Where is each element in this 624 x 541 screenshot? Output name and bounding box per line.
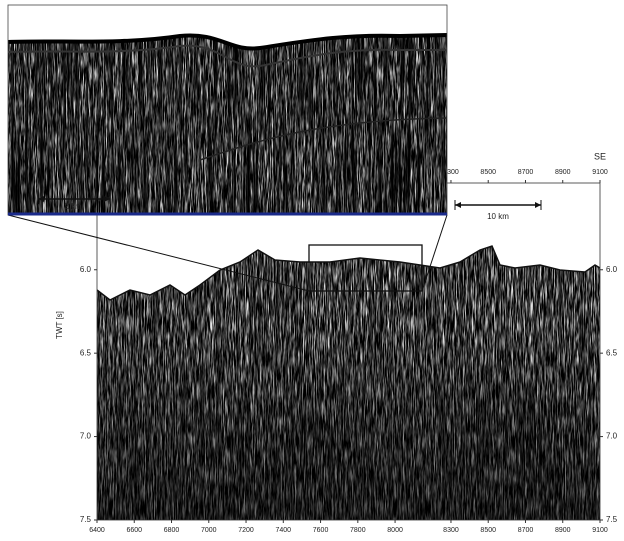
- x-tick-label: 8000: [387, 527, 403, 534]
- x-tick-label: 7200: [238, 527, 254, 534]
- y-axis-label: TWT [s]: [55, 311, 64, 339]
- x-tick-label: 8900: [555, 527, 571, 534]
- x-tick-label-top: 9100: [592, 169, 608, 176]
- seismic-section: [97, 183, 600, 520]
- x-tick-label: 8300: [443, 527, 459, 534]
- y-tick-label: 6.5: [80, 348, 92, 357]
- y-tick-label-right: 6.0: [606, 265, 618, 274]
- x-tick-label: 6800: [164, 527, 180, 534]
- x-tick-label: 8500: [480, 527, 496, 534]
- x-tick-label-top: 8500: [480, 169, 496, 176]
- y-tick-label-right: 7.5: [606, 515, 618, 524]
- y-tick-label: 6.0: [80, 265, 92, 274]
- x-tick-label: 7800: [350, 527, 366, 534]
- x-tick-label: 6600: [126, 527, 142, 534]
- x-tick-label-top: 8700: [518, 169, 534, 176]
- inset-scale-label: 2 km: [64, 202, 82, 211]
- x-tick-label-top: 8900: [555, 169, 571, 176]
- x-tick-label: 9100: [592, 527, 608, 534]
- x-tick-label: 7000: [201, 527, 217, 534]
- figure: 6400640066006600680068007000700072007200…: [0, 0, 624, 541]
- y-tick-label-right: 7.0: [606, 432, 618, 441]
- x-tick-label: 8700: [518, 527, 534, 534]
- y-tick-label: 7.0: [80, 432, 92, 441]
- y-tick-label-right: 6.5: [606, 348, 618, 357]
- scale-bar-label: 10 km: [487, 212, 509, 221]
- x-tick-label: 6400: [89, 527, 105, 534]
- inset: 2 km: [8, 5, 447, 215]
- x-tick-label: 7400: [276, 527, 292, 534]
- x-tick-label: 7600: [313, 527, 329, 534]
- direction-label: SE: [594, 151, 606, 161]
- y-tick-label: 7.5: [80, 515, 92, 524]
